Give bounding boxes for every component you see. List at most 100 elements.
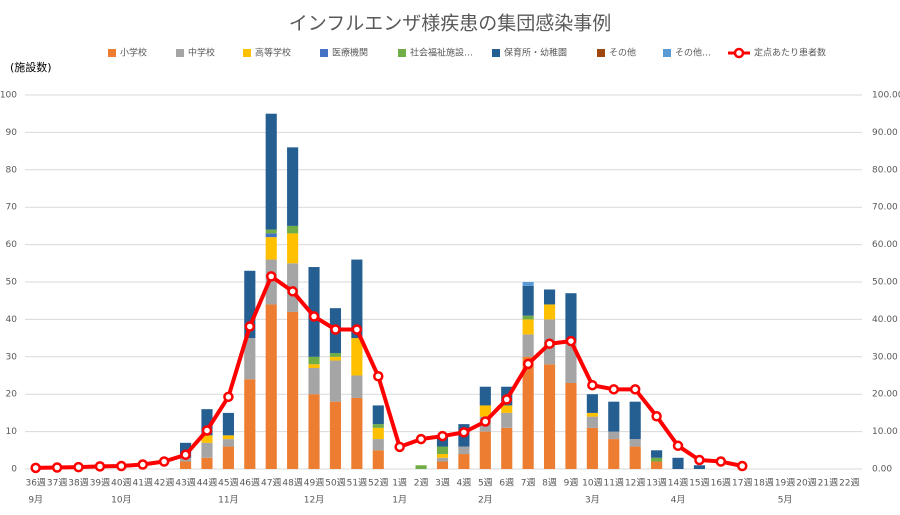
bar-segment — [586, 412, 598, 417]
bar-segment — [458, 454, 470, 469]
bar-segment — [287, 233, 299, 264]
bar-segment — [458, 446, 470, 455]
bar-segment — [501, 427, 513, 469]
bar-segment — [201, 442, 213, 458]
bar-segment — [265, 304, 277, 469]
bar-segment — [651, 461, 663, 469]
bar-segment — [651, 457, 663, 462]
y2-tick-label: 80.00 — [872, 165, 898, 175]
line-marker — [544, 338, 555, 349]
x-tick-label: 10週 — [582, 478, 602, 489]
legend-swatch — [663, 49, 671, 57]
x-tick-label: 48週 — [282, 478, 302, 489]
x-tick-label: 43週 — [175, 478, 195, 489]
y-tick-label: 50 — [6, 278, 18, 288]
x-tick-label: 19週 — [775, 478, 795, 489]
bar-segment — [436, 461, 449, 469]
y-tick-label: 80 — [6, 165, 18, 175]
line-marker — [501, 394, 512, 405]
bar-segment — [244, 338, 256, 380]
y-tick-label: 10 — [6, 427, 18, 437]
bar-segment — [265, 229, 277, 234]
x-tick-label: 45週 — [218, 478, 238, 489]
legend-label: 中学校 — [188, 47, 215, 59]
x-tick-label: 17週 — [732, 478, 752, 489]
bar-segment — [415, 465, 427, 469]
x-tick-label: 46週 — [240, 478, 260, 489]
bar-segment — [543, 289, 556, 305]
x-tick-label: 4週 — [457, 478, 472, 489]
line-marker — [587, 379, 598, 391]
y-tick-label: 90 — [6, 128, 18, 138]
x-tick-label: 7週 — [521, 478, 536, 489]
x-tick-label: 42週 — [154, 478, 174, 489]
bar-segment — [479, 405, 491, 417]
x-tick-label: 20週 — [796, 478, 816, 489]
line-marker — [672, 440, 684, 452]
bar-segment — [522, 334, 534, 357]
y2-tick-label: 90.00 — [872, 128, 898, 138]
line-marker — [480, 416, 491, 427]
x-tick-label: 39週 — [90, 478, 110, 489]
legend-label: 定点あたり患者数 — [754, 47, 826, 59]
bar-segment — [436, 454, 449, 458]
line-marker — [308, 311, 320, 322]
x-tick-label: 21週 — [818, 478, 838, 489]
bar-segment — [543, 304, 556, 320]
bar-segment — [329, 356, 342, 361]
line-marker — [351, 324, 363, 335]
line-marker — [94, 461, 106, 472]
y-tick-label: 20 — [6, 390, 18, 400]
bar-segment — [244, 379, 256, 469]
x-tick-label: 9週 — [564, 478, 579, 489]
y2-tick-label: 0.00 — [872, 465, 892, 475]
line-marker — [629, 384, 641, 395]
bar-segment — [372, 424, 384, 428]
x-tick-label: 44週 — [197, 478, 217, 489]
x-tick-label: 47週 — [261, 478, 281, 489]
bar-segment — [287, 147, 299, 226]
bar-segment — [522, 356, 534, 469]
line-marker — [437, 430, 448, 442]
line-marker — [265, 271, 277, 282]
y2-tick-label: 20.00 — [872, 390, 898, 400]
x-tick-label: 38週 — [68, 478, 88, 489]
y2-tick-label: 100.00 — [872, 91, 900, 101]
bar-segment — [201, 409, 213, 436]
bar-segment — [501, 405, 513, 413]
x-tick-label: 50週 — [325, 478, 345, 489]
x-tick-label: 8週 — [542, 478, 557, 489]
bar-segment — [479, 431, 491, 469]
line-marker — [373, 370, 384, 382]
legend-swatch — [243, 49, 251, 57]
legend-swatch — [176, 49, 184, 57]
line-marker — [415, 433, 427, 445]
bar-segment — [565, 293, 577, 342]
line-marker — [51, 462, 63, 473]
bar-segment — [372, 450, 384, 469]
line-marker — [736, 460, 748, 472]
line-marker — [116, 460, 127, 472]
line-marker — [137, 459, 149, 470]
legend-label: 社会福祉施設… — [410, 47, 473, 59]
bar-segment — [329, 401, 342, 469]
legend-swatch — [320, 49, 328, 57]
x-tick-label: 3週 — [435, 478, 450, 489]
bar-segment — [629, 439, 641, 447]
bar-segment — [565, 341, 577, 383]
bar-segment — [351, 375, 363, 398]
bar-segment — [351, 259, 363, 339]
chart-title: インフルエンザ様疾患の集団感染事例 — [289, 13, 611, 35]
line-marker — [608, 384, 620, 395]
x-group-label: 12月 — [304, 495, 324, 506]
bar-segment — [201, 435, 213, 443]
x-tick-label: 2週 — [414, 478, 429, 489]
bar-segment — [543, 364, 556, 469]
x-tick-label: 41週 — [133, 478, 153, 489]
x-group-label: 5月 — [778, 495, 793, 506]
x-tick-label: 18週 — [753, 478, 773, 489]
bar-segment — [436, 457, 449, 462]
bar-segment — [522, 282, 534, 286]
bar-segment — [308, 394, 320, 469]
bar-segment — [201, 457, 213, 469]
